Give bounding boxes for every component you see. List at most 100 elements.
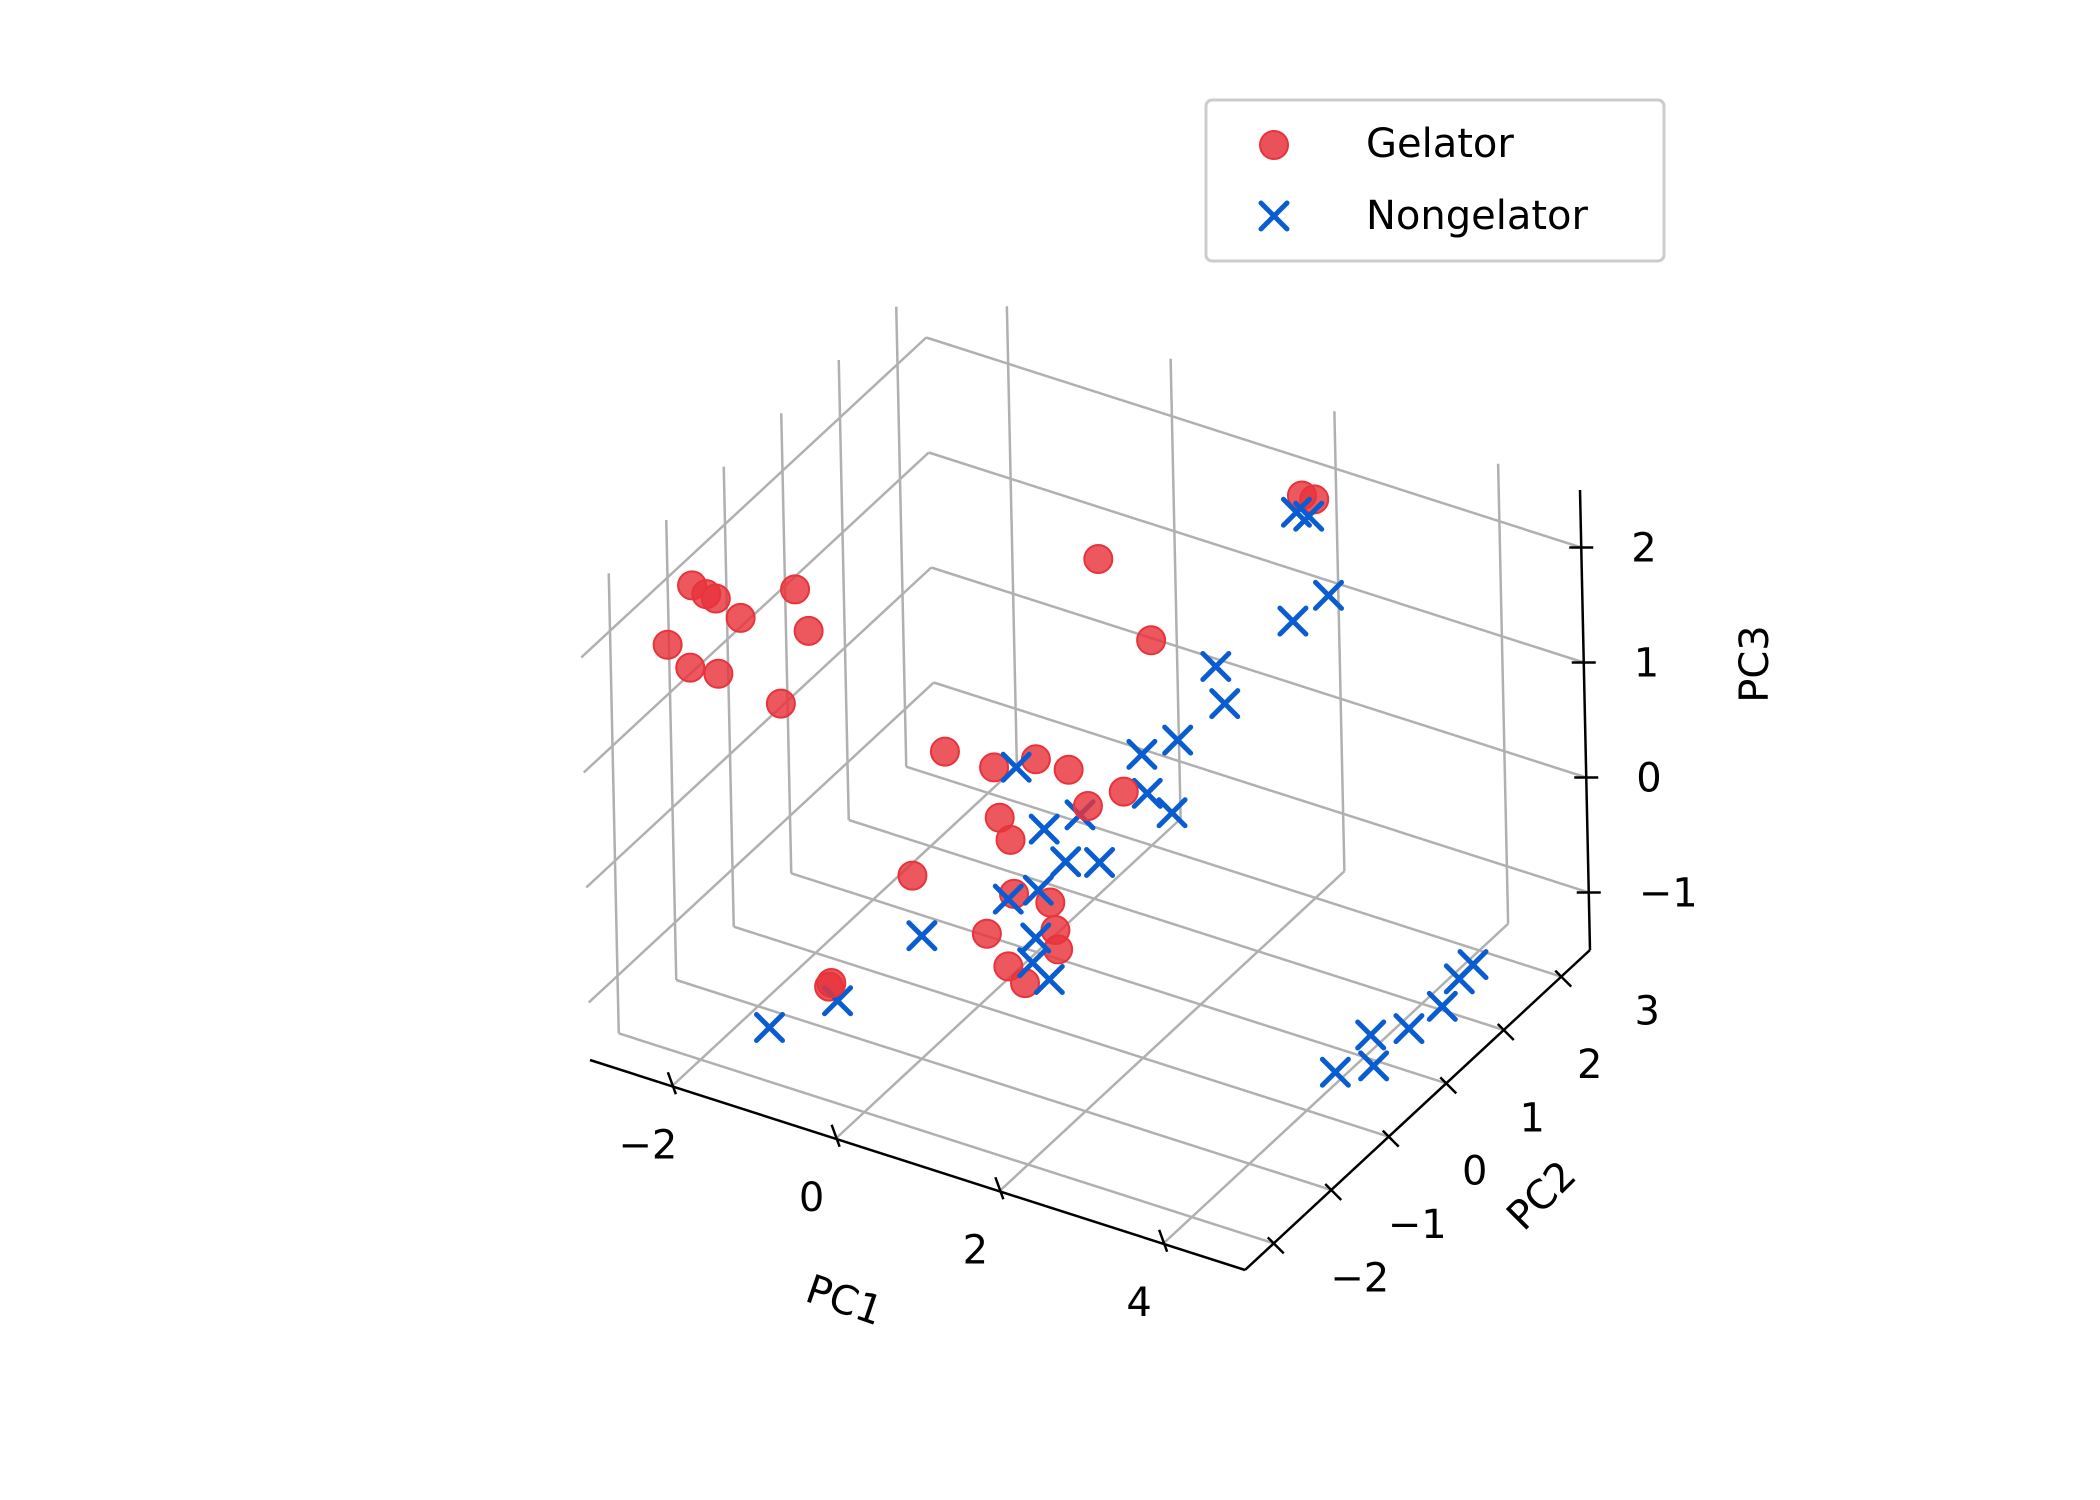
nongelator-point [906, 920, 938, 952]
gelator-point [897, 860, 928, 891]
z-gridline-side-wall [585, 566, 933, 889]
x-gridline-floor [671, 765, 1018, 1088]
gelator-point [995, 824, 1026, 855]
nongelator-point-stroke [1293, 500, 1325, 532]
nongelator-point [992, 883, 1024, 915]
y-gridline-floor [675, 978, 1332, 1192]
z-tick-label: 2 [1631, 526, 1656, 572]
x-tick-mark [1157, 1229, 1169, 1253]
y-tick-label: 3 [1635, 989, 1660, 1035]
x-tick-label: 0 [799, 1175, 824, 1221]
z-gridline-side-wall [587, 681, 935, 1004]
gelator-point [971, 918, 1002, 949]
gelator-point [1072, 790, 1103, 821]
nongelator-point-stroke [1156, 797, 1188, 829]
nongelator-point-stroke [822, 985, 854, 1017]
z-axis-label: PC3 [1732, 625, 1778, 703]
nongelator-point-stroke [1050, 846, 1082, 878]
x-axis-line [589, 1058, 1246, 1272]
legend-label-gelator: Gelator [1366, 121, 1514, 167]
x-gridline-back-wall [1169, 358, 1182, 819]
nongelator-point [1028, 813, 1060, 845]
legend-label-nongelator: Nongelator [1366, 193, 1589, 239]
y-tick-label: 0 [1462, 1149, 1487, 1195]
nongelator-point-stroke [1319, 1056, 1351, 1088]
nongelator-point [1313, 579, 1344, 611]
nongelator-point-stroke [906, 920, 938, 952]
y-tick-label: −1 [1388, 1202, 1447, 1248]
x-axis-label: PC1 [800, 1266, 888, 1335]
nongelator-point [1355, 1019, 1387, 1051]
nongelator-point-stroke [754, 1012, 785, 1043]
nongelator-point-stroke [1355, 1019, 1387, 1051]
z-gridline-side-wall [582, 451, 930, 774]
nongelator-point [1050, 846, 1082, 878]
gelator-point [675, 652, 706, 683]
y-gridline-floor [905, 765, 1562, 978]
x-tick-label: 4 [1126, 1280, 1151, 1326]
y-gridline-floor [790, 872, 1447, 1085]
z-gridline-back-wall [928, 451, 1585, 664]
nongelator-point-stroke [1084, 847, 1116, 879]
gelator-point [703, 658, 734, 689]
y-gridline-floor [733, 925, 1390, 1138]
x-tick-mark [994, 1176, 1005, 1200]
gelator-point [765, 688, 796, 719]
nongelator-point-stroke [1131, 777, 1163, 809]
x-gridline-back-wall [1496, 463, 1510, 924]
gelator-point [929, 736, 960, 767]
y-tick-mark [1496, 1023, 1515, 1041]
y-axis-label: PC2 [1498, 1152, 1585, 1239]
data-points [652, 480, 1489, 1088]
nongelator-point [1000, 751, 1032, 783]
pane-grid [580, 306, 1590, 1245]
gelator-point [725, 602, 756, 633]
nongelator-point-stroke [1028, 813, 1060, 845]
nongelator-point [1156, 797, 1188, 829]
y-gridline-side-wall [780, 413, 793, 874]
x-tick-label: −2 [618, 1122, 677, 1168]
y-gridline-side-wall [722, 466, 735, 927]
nongelator-point [754, 1012, 785, 1043]
nongelator-point-stroke [1443, 963, 1475, 995]
nongelator-point-stroke [1000, 751, 1032, 783]
y-gridline-floor [848, 818, 1505, 1032]
z-tick-label: −1 [1639, 871, 1698, 917]
nongelator-point [1443, 963, 1475, 995]
nongelator-point [1084, 847, 1116, 879]
gelator-point [1083, 544, 1114, 575]
nongelator-point [1209, 688, 1241, 720]
nongelator-point [1200, 651, 1232, 683]
z-gridline-back-wall [930, 566, 1587, 779]
gelator-point [979, 752, 1010, 783]
nongelator-point [1426, 990, 1458, 1022]
nongelator-point [1131, 777, 1163, 809]
nongelator-point [1293, 500, 1325, 532]
nongelator-point [1358, 1050, 1390, 1082]
y-gridline-side-wall [895, 306, 908, 767]
nongelator-point-stroke [1313, 579, 1344, 611]
nongelator-point-stroke [1162, 724, 1194, 756]
legend-marker-gelator [1259, 130, 1289, 160]
y-tick-label: −2 [1330, 1255, 1389, 1301]
nongelator-point-stroke [1280, 496, 1312, 528]
y-tick-mark [1554, 969, 1573, 988]
x-tick-label: 2 [963, 1227, 988, 1273]
nongelator-point-stroke [1022, 874, 1054, 906]
y-axis-line [1244, 949, 1591, 1271]
gelator-point [1108, 776, 1139, 807]
z-tick-label: 1 [1634, 641, 1659, 687]
nongelator-point-stroke [1126, 738, 1158, 770]
nongelator-point [1020, 922, 1052, 954]
y-tick-label: 2 [1577, 1042, 1602, 1088]
nongelator-point [1319, 1056, 1351, 1088]
z-axis-line [1578, 489, 1592, 951]
gelator-point [793, 615, 824, 646]
nongelator-point-stroke [1033, 964, 1065, 996]
legend-frame [1204, 98, 1666, 263]
nongelator-point-stroke [1017, 947, 1049, 979]
z-tick-label: 0 [1636, 756, 1661, 802]
x-gridline-back-wall [1005, 306, 1019, 767]
